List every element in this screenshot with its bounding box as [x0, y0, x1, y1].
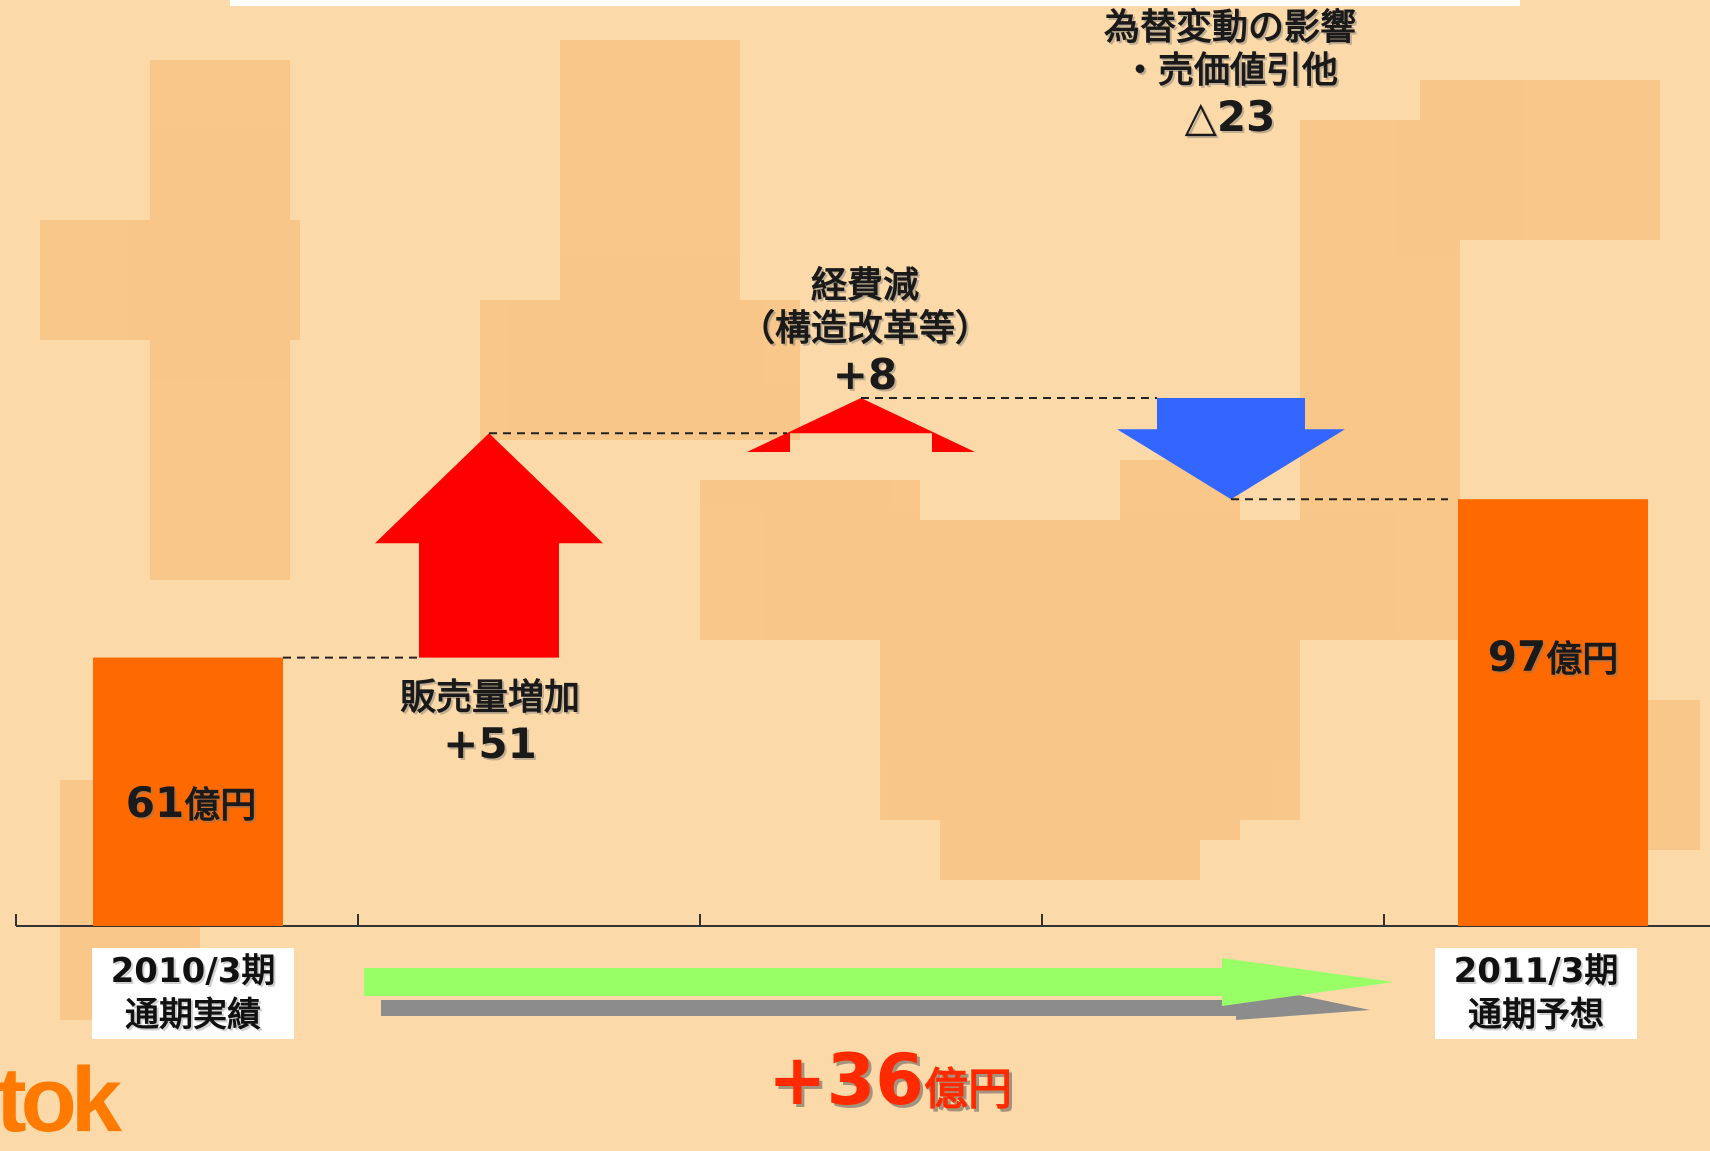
step-value: +51 [443, 719, 537, 769]
step-value: △23 [1184, 92, 1276, 142]
category-label-end: 2011/3期 通期予想 [1435, 948, 1637, 1040]
step-arrow-down [1117, 398, 1345, 500]
step-value: +8 [832, 350, 898, 400]
start-value-label: 61億円 [125, 778, 257, 827]
step-label-fx-impact: 為替変動の影響 ・売価値引他 △23 [1060, 6, 1400, 143]
category-line: 2011/3期 [1453, 951, 1619, 991]
chart-marks [15, 397, 1710, 1020]
step-label-sales-volume: 販売量増加 +51 [330, 676, 650, 770]
background-shape [1420, 80, 1660, 240]
category-line: 2010/3期 [110, 951, 276, 991]
step-label-cost-reduction: 経費減 （構造改革等） +8 [700, 264, 1030, 401]
end-bar [1458, 499, 1648, 926]
start-bar [93, 657, 283, 926]
background-shape [1120, 460, 1240, 840]
step-arrow-up [747, 398, 975, 452]
end-value-label: 97億円 [1487, 632, 1619, 681]
waterfall-chart [15, 40, 1710, 1020]
step-label-line: 販売量増加 [399, 677, 580, 718]
category-label-start: 2010/3期 通期実績 [92, 948, 294, 1040]
background-shapes [40, 40, 1700, 1020]
total-change-value: +36 [767, 1039, 925, 1121]
total-arrow [364, 958, 1394, 1006]
total-change-label: +36億円 [700, 1038, 1080, 1122]
category-line: 通期予想 [1468, 994, 1604, 1035]
step-label-line: 経費減 [810, 265, 919, 306]
total-change-unit: 億円 [924, 1064, 1013, 1115]
background-shape [40, 220, 300, 340]
top-strip [230, 0, 1520, 6]
background-shape [480, 300, 800, 440]
tok-logo: tok [0, 1049, 122, 1151]
step-label-line: ・売価値引他 [1121, 50, 1338, 92]
step-arrow-up [375, 433, 603, 658]
total-arrow-shadow [381, 982, 1370, 1020]
category-line: 通期実績 [125, 994, 261, 1035]
step-label-line: （構造改革等） [738, 308, 991, 350]
step-label-line: 為替変動の影響 [1103, 7, 1356, 48]
background-shape [700, 480, 920, 640]
